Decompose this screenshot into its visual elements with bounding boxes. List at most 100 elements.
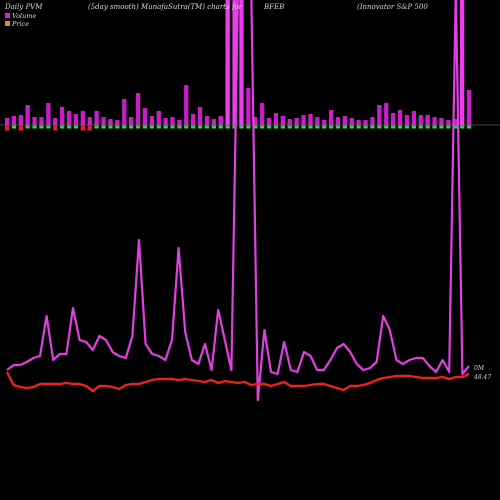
volume-bar — [342, 116, 347, 125]
up-bar — [460, 125, 465, 129]
up-bar — [329, 125, 334, 129]
up-bar — [94, 125, 99, 129]
volume-bar — [53, 118, 58, 125]
volume-bar — [404, 115, 410, 125]
legend-price-label: Price — [11, 20, 29, 28]
up-bar — [418, 125, 423, 129]
volume-bar — [39, 117, 44, 125]
volume-bar — [218, 116, 223, 125]
volume-bar — [94, 111, 99, 125]
up-bar — [156, 125, 161, 129]
volume-bar — [439, 118, 444, 125]
volume-bar — [280, 116, 285, 125]
up-bar — [273, 125, 279, 129]
volume-bar — [60, 107, 65, 125]
up-bar — [46, 125, 51, 129]
volume-bar — [432, 117, 437, 125]
volume-bar — [156, 111, 161, 125]
up-bar — [466, 125, 472, 129]
up-bar — [163, 125, 168, 129]
up-bar — [197, 125, 203, 129]
up-bar — [170, 125, 175, 129]
up-bar — [115, 125, 120, 129]
volume-bar — [418, 115, 423, 125]
up-bar — [60, 125, 65, 129]
price-line — [5, 371, 470, 393]
down-bar — [87, 125, 92, 131]
volume-bar — [446, 120, 451, 125]
up-bar — [301, 125, 306, 129]
up-bar — [453, 125, 458, 129]
volume-bar — [391, 113, 396, 125]
volume-bar — [466, 90, 472, 125]
up-bar — [122, 125, 127, 129]
volume-bar — [308, 114, 313, 125]
volume-bar — [232, 0, 237, 125]
up-bar — [184, 125, 189, 129]
up-bar — [25, 125, 30, 129]
volume-bar — [25, 105, 30, 125]
volume-bar — [87, 117, 92, 125]
up-bar — [66, 125, 72, 129]
legend-volume-swatch — [5, 13, 10, 18]
volume-bar — [122, 99, 127, 125]
up-bar — [191, 125, 196, 129]
volume-bar — [170, 117, 175, 125]
volume-bars — [4, 0, 472, 125]
volume-bar — [204, 116, 210, 125]
up-bar — [246, 125, 251, 129]
volume-bar — [80, 111, 85, 125]
up-bar — [211, 125, 216, 129]
volume-bar — [73, 114, 79, 125]
up-bar — [335, 125, 341, 129]
up-bar — [253, 125, 258, 129]
volume-bar — [260, 103, 265, 125]
up-bar — [149, 125, 154, 129]
volume-bar — [287, 119, 292, 125]
up-bar — [177, 125, 182, 129]
up-bar — [218, 125, 223, 129]
volume-bar — [32, 117, 37, 125]
volume-bar — [397, 110, 403, 125]
volume-bar — [66, 111, 72, 125]
down-bar — [80, 125, 85, 131]
volume-bar — [135, 93, 141, 125]
volume-bar — [356, 120, 361, 125]
volume-bar — [149, 116, 154, 125]
volume-bar — [101, 117, 106, 125]
volume-bar — [115, 120, 120, 125]
down-bar — [53, 125, 58, 131]
up-bar — [108, 125, 113, 129]
volume-bar — [460, 0, 465, 125]
up-bar — [363, 125, 368, 129]
up-bar — [370, 125, 375, 129]
volume-bar — [142, 108, 148, 125]
up-bar — [425, 125, 430, 129]
up-bar — [204, 125, 210, 129]
up-bar — [142, 125, 148, 129]
legend-price-swatch — [5, 21, 10, 26]
volume-bar — [211, 119, 216, 125]
volume-bar — [315, 117, 320, 125]
volume-bar — [108, 119, 113, 125]
up-bar — [308, 125, 313, 129]
volume-bar — [239, 0, 244, 125]
volume-bar — [163, 118, 168, 125]
up-bar — [404, 125, 410, 129]
up-bar — [322, 125, 327, 129]
header-smoothing: (5day smooth) MunafaSutra(TM) charts for — [88, 3, 243, 11]
up-bar — [411, 125, 416, 129]
volume-bar — [349, 118, 354, 125]
up-bar — [439, 125, 444, 129]
volume-bar — [18, 115, 23, 125]
up-bar — [446, 125, 451, 129]
up-bar — [349, 125, 354, 129]
down-bar — [4, 125, 10, 131]
volume-bar — [335, 117, 341, 125]
up-bar — [225, 125, 230, 129]
volume-bar — [294, 118, 299, 125]
up-bar — [342, 125, 347, 129]
price-end-label: 48.47 — [473, 374, 491, 381]
up-bar — [260, 125, 265, 129]
